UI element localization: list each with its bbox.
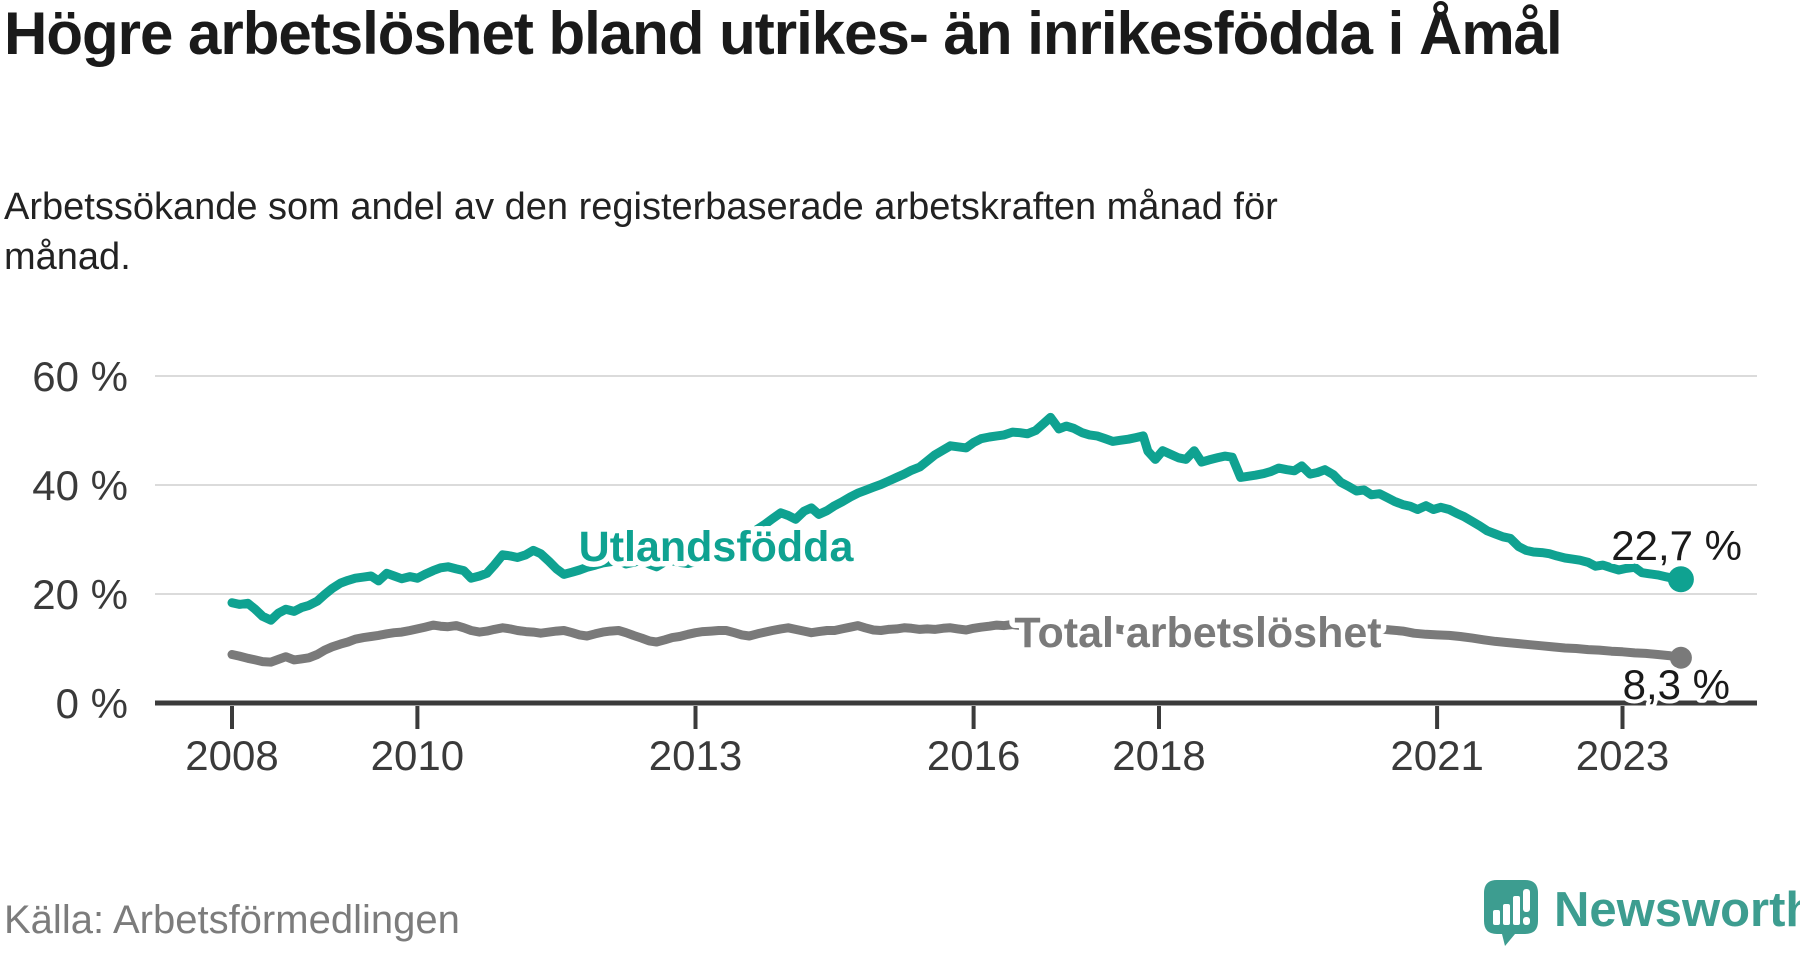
page-title: Högre arbetslöshet bland utrikes- än inr… [4,0,1563,67]
x-axis-tick-label: 2010 [371,732,464,779]
y-axis-tick-label: 60 % [32,353,128,400]
newsworthy-speech-bubble-bar-chart-icon [1484,880,1540,951]
x-axis-tick-label: 2018 [1112,732,1205,779]
end-value-label-total-arbetsloshet: 8,3 % [1623,661,1730,708]
x-axis-tick-label: 2008 [185,732,278,779]
x-axis-tick-label: 2023 [1576,732,1669,779]
brand-name: Newsworthy [1554,883,1800,937]
newsworthy-logo: Newsworthy [1484,880,1800,951]
end-dot-utlandsfodda [1667,566,1694,593]
series-label-total-arbetsloshet: Total arbetslöshet [1014,609,1381,657]
series-line-total-arbetsloshet [227,620,1686,667]
page-subtitle: Arbetssökande som andel av den registerb… [4,186,1278,279]
y-axis-tick-label: 20 % [32,571,128,618]
x-axis-tick-label: 2013 [649,732,742,779]
y-axis-tick-label: 40 % [32,462,128,509]
end-value-label-utlandsfodda: 22,7 % [1611,522,1742,569]
series-label-utlandsfodda: Utlandsfödda [579,523,855,571]
end-dot-total-arbetsloshet [1669,646,1692,669]
x-axis-tick-label: 2021 [1390,732,1483,779]
source-text: Källa: Arbetsförmedlingen [4,898,460,942]
series-line-utlandsfodda [227,412,1686,625]
y-axis-tick-label: 0 % [56,680,128,727]
x-axis-tick-label: 2016 [927,732,1020,779]
